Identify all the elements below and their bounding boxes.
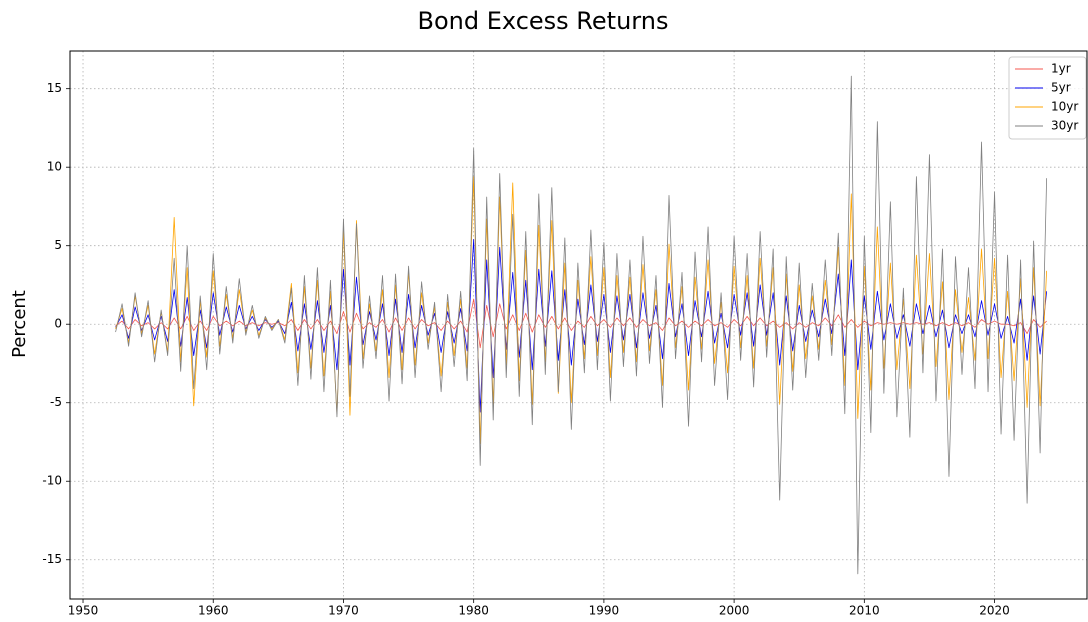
x-tick-label: 2020 xyxy=(979,604,1010,618)
y-tick-label: 15 xyxy=(47,81,62,95)
series-line xyxy=(115,176,1048,444)
series-line xyxy=(115,239,1048,413)
x-tick-label: 2000 xyxy=(719,604,750,618)
y-axis-label: Percent xyxy=(9,290,30,358)
plot-frame xyxy=(69,50,1088,600)
x-tick-label: 1950 xyxy=(68,604,99,618)
y-tick-label: -15 xyxy=(42,552,62,566)
x-tick-label: 1980 xyxy=(458,604,489,618)
y-tick-label: 10 xyxy=(47,160,62,174)
legend-label: 30yr xyxy=(1051,119,1078,133)
y-tick-label: -10 xyxy=(42,474,62,488)
legend-label: 1yr xyxy=(1051,62,1071,76)
series-line xyxy=(115,75,1048,575)
y-tick-label: 5 xyxy=(54,238,62,252)
legend-label: 10yr xyxy=(1051,100,1078,114)
x-tick-label: 1990 xyxy=(589,604,620,618)
x-tick-label: 1960 xyxy=(198,604,229,618)
x-tick-label: 2010 xyxy=(849,604,880,618)
chart-title: Bond Excess Returns xyxy=(418,7,669,35)
y-tick-label: 0 xyxy=(54,317,62,331)
legend-label: 5yr xyxy=(1051,81,1071,95)
x-tick-label: 1970 xyxy=(328,604,359,618)
legend-box xyxy=(1008,56,1087,140)
y-tick-label: -5 xyxy=(50,395,62,409)
